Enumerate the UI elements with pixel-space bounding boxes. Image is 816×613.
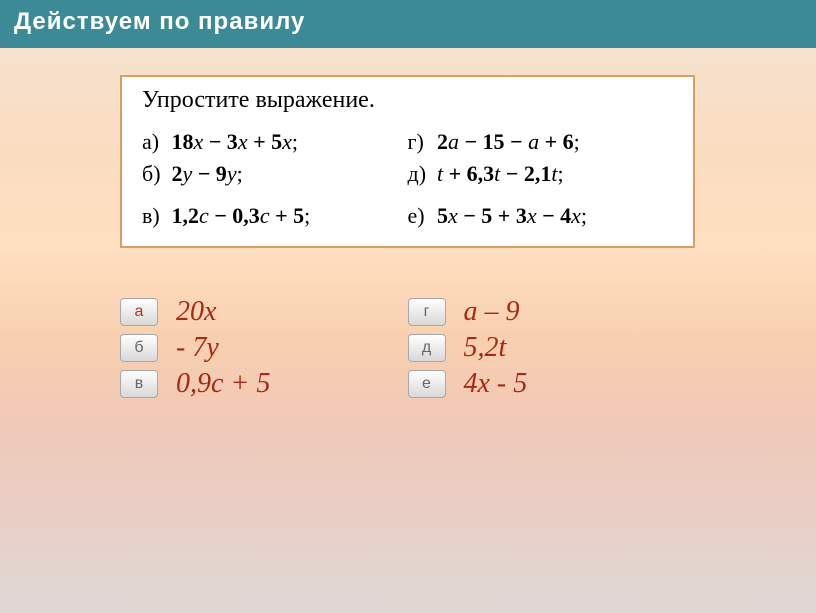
answer-row-d: д 5,2t (408, 332, 696, 364)
answer-text-v: 0,9c + 5 (176, 368, 270, 400)
problem-item-g: г) 2a − 15 − a + 6; (408, 126, 674, 158)
answer-row-g: г a – 9 (408, 296, 696, 328)
answer-button-a[interactable]: а (120, 298, 158, 326)
answer-button-g[interactable]: г (408, 298, 446, 326)
answer-row-e: е 4x - 5 (408, 368, 696, 400)
problem-item-b: б) 2y − 9y; (142, 158, 408, 190)
problem-item-d: д) t + 6,3t − 2,1t; (408, 158, 674, 190)
header-title: Действуем по правилу (14, 8, 305, 35)
header-bar: Действуем по правилу (0, 0, 816, 48)
problem-left-column: а) 18x − 3x + 5x; б) 2y − 9y; в) 1,2c − … (142, 126, 408, 232)
problem-right-column: г) 2a − 15 − a + 6; д) t + 6,3t − 2,1t; … (408, 126, 674, 232)
answer-row-v: в 0,9c + 5 (120, 368, 408, 400)
answer-button-e[interactable]: е (408, 370, 446, 398)
answer-row-b: б - 7y (120, 332, 408, 364)
answer-text-d: 5,2t (464, 332, 507, 364)
answers-left-column: а 20x б - 7y в 0,9c + 5 (120, 292, 408, 404)
answers-right-column: г a – 9 д 5,2t е 4x - 5 (408, 292, 696, 404)
answers-area: а 20x б - 7y в 0,9c + 5 г a – 9 д 5,2t е… (120, 292, 695, 404)
answer-button-v[interactable]: в (120, 370, 158, 398)
answer-text-b: - 7y (176, 332, 219, 364)
problem-item-v: в) 1,2c − 0,3c + 5; (142, 200, 408, 232)
problem-box: Упростите выражение. а) 18x − 3x + 5x; б… (120, 75, 695, 248)
problem-item-e: е) 5x − 5 + 3x − 4x; (408, 200, 674, 232)
answer-button-d[interactable]: д (408, 334, 446, 362)
answer-text-e: 4x - 5 (464, 368, 528, 400)
problem-title: Упростите выражение. (142, 87, 673, 114)
problem-item-a: а) 18x − 3x + 5x; (142, 126, 408, 158)
answer-text-g: a – 9 (464, 296, 520, 328)
answer-row-a: а 20x (120, 296, 408, 328)
answer-text-a: 20x (176, 296, 216, 328)
answer-button-b[interactable]: б (120, 334, 158, 362)
